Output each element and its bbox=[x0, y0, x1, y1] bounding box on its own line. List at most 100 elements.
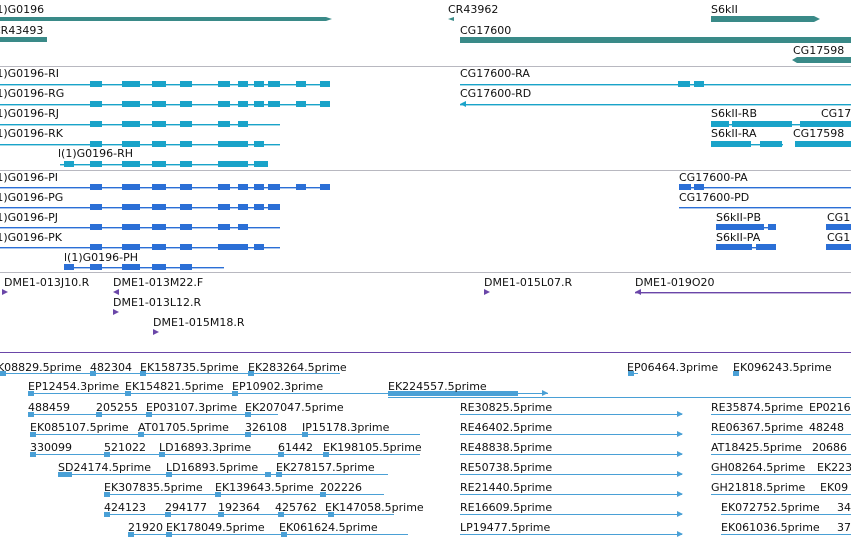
est-label[interactable]: EK198105.5prime bbox=[323, 441, 422, 454]
clone-marker[interactable] bbox=[635, 289, 851, 295]
transcript-label[interactable]: CG1 bbox=[827, 211, 851, 224]
est-label[interactable]: 424123 bbox=[104, 501, 146, 514]
gene-label[interactable]: CR43962 bbox=[448, 3, 499, 16]
clone-label[interactable]: DME1-013M22.F bbox=[113, 276, 204, 289]
gene-label[interactable]: CG17600 bbox=[460, 24, 512, 37]
est-label[interactable]: EK283264.5prime bbox=[248, 361, 347, 374]
est-label[interactable]: GH21818.5prime bbox=[711, 481, 806, 494]
clone-marker[interactable] bbox=[2, 289, 8, 295]
transcript-glyph[interactable] bbox=[0, 101, 330, 107]
transcript-label[interactable]: S6kII-PB bbox=[716, 211, 761, 224]
est-glyph[interactable] bbox=[58, 471, 851, 477]
gene-label[interactable]: l(1)G0196 bbox=[0, 3, 45, 16]
est-label[interactable]: 34 bbox=[837, 501, 851, 514]
est-label[interactable]: 192364 bbox=[218, 501, 260, 514]
est-label[interactable]: EP12454.3prime bbox=[28, 380, 120, 393]
gene-label[interactable]: CG17598 bbox=[793, 44, 845, 57]
est-label[interactable]: 202226 bbox=[320, 481, 362, 494]
transcript-label[interactable]: l(1)G0196-PI bbox=[0, 171, 59, 184]
est-glyph[interactable] bbox=[30, 431, 851, 437]
est-label[interactable]: 61442 bbox=[278, 441, 313, 454]
est-label[interactable]: RE30825.5prime bbox=[460, 401, 553, 414]
transcript-label[interactable]: l(1)G0196-RH bbox=[58, 147, 134, 160]
est-label[interactable]: 326108 bbox=[245, 421, 287, 434]
est-glyph[interactable] bbox=[28, 412, 278, 417]
est-label[interactable]: RE21440.5prime bbox=[460, 481, 553, 494]
transcript-label[interactable]: l(1)G0196-PJ bbox=[0, 211, 59, 224]
transcript-glyph[interactable] bbox=[716, 244, 851, 250]
transcript-glyph[interactable] bbox=[0, 224, 280, 230]
transcript-label[interactable]: l(1)G0196-PK bbox=[0, 231, 62, 244]
est-label[interactable]: 37 bbox=[837, 521, 851, 534]
est-label[interactable]: EK08829.5prime bbox=[0, 361, 82, 374]
est-label[interactable]: 294177 bbox=[165, 501, 207, 514]
est-label[interactable]: EK154821.5prime bbox=[125, 380, 224, 393]
est-label[interactable]: EK178049.5prime bbox=[166, 521, 265, 534]
gene-label[interactable]: S6kII bbox=[711, 3, 738, 16]
est-label[interactable]: EK278157.5prime bbox=[276, 461, 375, 474]
est-label[interactable]: EK139643.5prime bbox=[215, 481, 314, 494]
est-glyph[interactable] bbox=[388, 397, 851, 398]
est-label[interactable]: LD16893.3prime bbox=[159, 441, 252, 454]
transcript-glyph[interactable] bbox=[716, 224, 851, 230]
est-glyph[interactable] bbox=[128, 531, 851, 537]
clone-marker[interactable] bbox=[113, 309, 119, 315]
est-label[interactable]: 330099 bbox=[30, 441, 72, 454]
transcript-glyph[interactable] bbox=[679, 184, 851, 190]
est-label[interactable]: EP06464.3prime bbox=[627, 361, 719, 374]
est-glyph[interactable] bbox=[30, 451, 851, 457]
est-glyph[interactable] bbox=[104, 511, 851, 517]
est-label[interactable]: 482304 bbox=[90, 361, 132, 374]
gene-bar[interactable] bbox=[460, 37, 851, 43]
est-label[interactable]: AT18425.5prime bbox=[711, 441, 802, 454]
est-label[interactable]: EK072752.5prime bbox=[721, 501, 820, 514]
transcript-glyph[interactable] bbox=[64, 264, 224, 270]
est-glyph[interactable] bbox=[28, 390, 548, 396]
est-label[interactable]: RE50738.5prime bbox=[460, 461, 553, 474]
est-label[interactable]: 48248 bbox=[809, 421, 844, 434]
est-label[interactable]: IP15178.3prime bbox=[302, 421, 390, 434]
transcript-label[interactable]: l(1)G0196-RJ bbox=[0, 107, 60, 120]
est-label[interactable]: 205255 bbox=[96, 401, 138, 414]
est-label[interactable]: EK085107.5prime bbox=[30, 421, 129, 434]
gene-bar[interactable] bbox=[0, 37, 47, 42]
est-label[interactable]: GH08264.5prime bbox=[711, 461, 806, 474]
transcript-label[interactable]: S6kII-RA bbox=[711, 127, 757, 140]
est-glyph[interactable] bbox=[104, 491, 851, 497]
clone-label[interactable]: DME1-019O20 bbox=[635, 276, 715, 289]
transcript-glyph[interactable] bbox=[460, 101, 851, 107]
transcript-glyph[interactable] bbox=[60, 161, 268, 167]
est-label[interactable]: EK061036.5prime bbox=[721, 521, 820, 534]
est-label[interactable]: EK224557.5prime bbox=[388, 380, 487, 393]
gene-arrow[interactable] bbox=[448, 17, 454, 21]
transcript-label[interactable]: l(1)G0196-RK bbox=[0, 127, 63, 140]
transcript-glyph[interactable] bbox=[0, 184, 330, 190]
est-label[interactable]: EK061624.5prime bbox=[279, 521, 378, 534]
est-label[interactable]: SD24174.5prime bbox=[58, 461, 151, 474]
transcript-label[interactable]: CG17 bbox=[821, 107, 851, 120]
est-glyph[interactable] bbox=[628, 371, 739, 376]
transcript-label[interactable]: CG17600-PD bbox=[679, 191, 750, 204]
est-label[interactable]: EK223 bbox=[817, 461, 851, 474]
transcript-label[interactable]: CG17600-RA bbox=[460, 67, 530, 80]
est-label[interactable]: RE16609.5prime bbox=[460, 501, 553, 514]
transcript-label[interactable]: l(1)G0196-PG bbox=[0, 191, 64, 204]
transcript-glyph[interactable] bbox=[0, 244, 280, 250]
clone-label[interactable]: DME1-013J10.R bbox=[4, 276, 90, 289]
gene-arrow[interactable] bbox=[711, 16, 820, 22]
transcript-glyph[interactable] bbox=[0, 121, 280, 127]
clone-marker[interactable] bbox=[113, 289, 119, 295]
transcript-glyph[interactable] bbox=[0, 204, 280, 210]
gene-arrow[interactable] bbox=[792, 57, 851, 63]
est-label[interactable]: EK09 bbox=[820, 481, 849, 494]
est-label[interactable]: LD16893.5prime bbox=[166, 461, 259, 474]
transcript-label[interactable]: l(1)G0196-PH bbox=[64, 251, 139, 264]
est-label[interactable]: 21920 bbox=[128, 521, 163, 534]
est-label[interactable]: 20686 bbox=[812, 441, 847, 454]
est-label[interactable]: 521022 bbox=[104, 441, 146, 454]
est-glyph[interactable] bbox=[0, 371, 340, 376]
transcript-glyph[interactable] bbox=[0, 81, 330, 87]
clone-label[interactable]: DME1-015M18.R bbox=[153, 316, 245, 329]
transcript-label[interactable]: CG1 bbox=[827, 231, 851, 244]
transcript-glyph[interactable] bbox=[0, 141, 280, 147]
